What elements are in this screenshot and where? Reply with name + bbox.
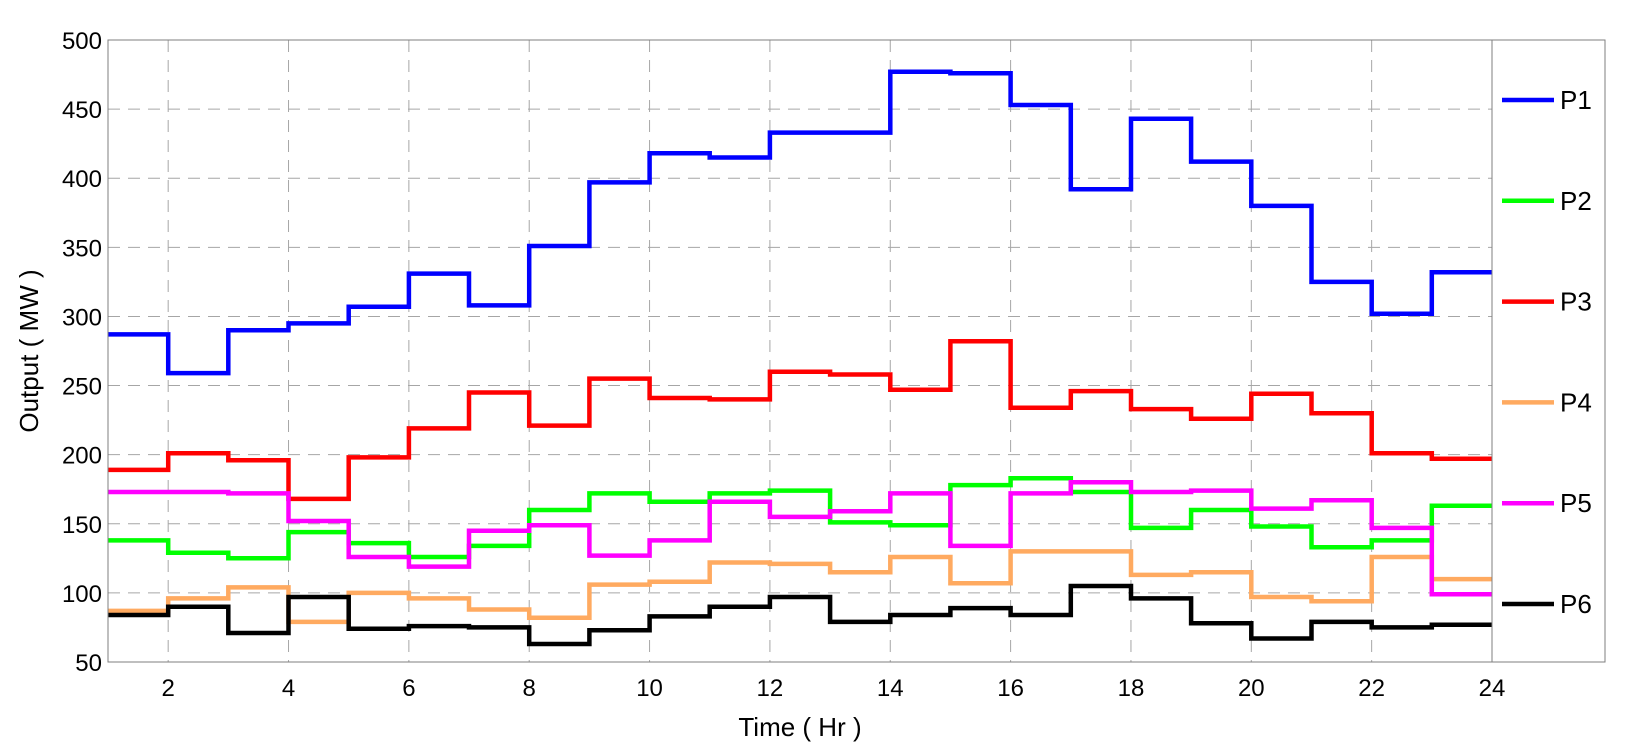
x-tick-label: 24 [1479,675,1506,702]
y-tick-label: 350 [62,235,102,262]
y-tick-label: 50 [75,650,102,677]
series-line-p5 [108,480,1492,597]
x-tick-label: 16 [997,675,1024,702]
legend-label-p5: P5 [1560,488,1592,518]
y-tick-label: 150 [62,512,102,539]
y-tick-label: 400 [62,166,102,193]
legend-label-p2: P2 [1560,186,1592,216]
legend-label-p6: P6 [1560,589,1592,619]
y-tick-label: 250 [62,374,102,401]
y-tick-label: 200 [62,443,102,470]
grid [108,40,1492,662]
tick-labels: 2 4 6 8 10 12 14 16 18 20 22 2450100150200250300350… [62,28,1505,702]
legend-label-p4: P4 [1560,387,1592,417]
x-tick-label: 22 [1358,675,1385,702]
series-lines [108,69,1492,647]
y-tick-label: 100 [62,581,102,608]
y-tick-label: 450 [62,97,102,124]
x-tick-label: 20 [1238,675,1265,702]
legend-label-p3: P3 [1560,287,1592,317]
series-line-p3 [108,339,1492,502]
x-tick-label: 4 [282,675,295,702]
x-tick-label: 6 [402,675,415,702]
x-tick-label: 18 [1118,675,1145,702]
x-tick-label: 8 [523,675,536,702]
y-tick-label: 500 [62,28,102,55]
x-tick-label: 12 [757,675,784,702]
legend: P1 P2 P3 P4 P5 P6 [1502,85,1592,619]
x-axis-label: Time ( Hr ) [738,712,861,742]
y-axis-label: Output ( MW ) [14,269,44,432]
series-line-p6 [108,583,1492,647]
legend-label-p1: P1 [1560,85,1592,115]
y-tick-label: 300 [62,304,102,331]
series-line-p1 [108,69,1492,376]
x-tick-label: 14 [877,675,904,702]
legend-box [1491,39,1606,663]
x-tick-label: 10 [636,675,663,702]
x-tick-label: 2 [161,675,174,702]
